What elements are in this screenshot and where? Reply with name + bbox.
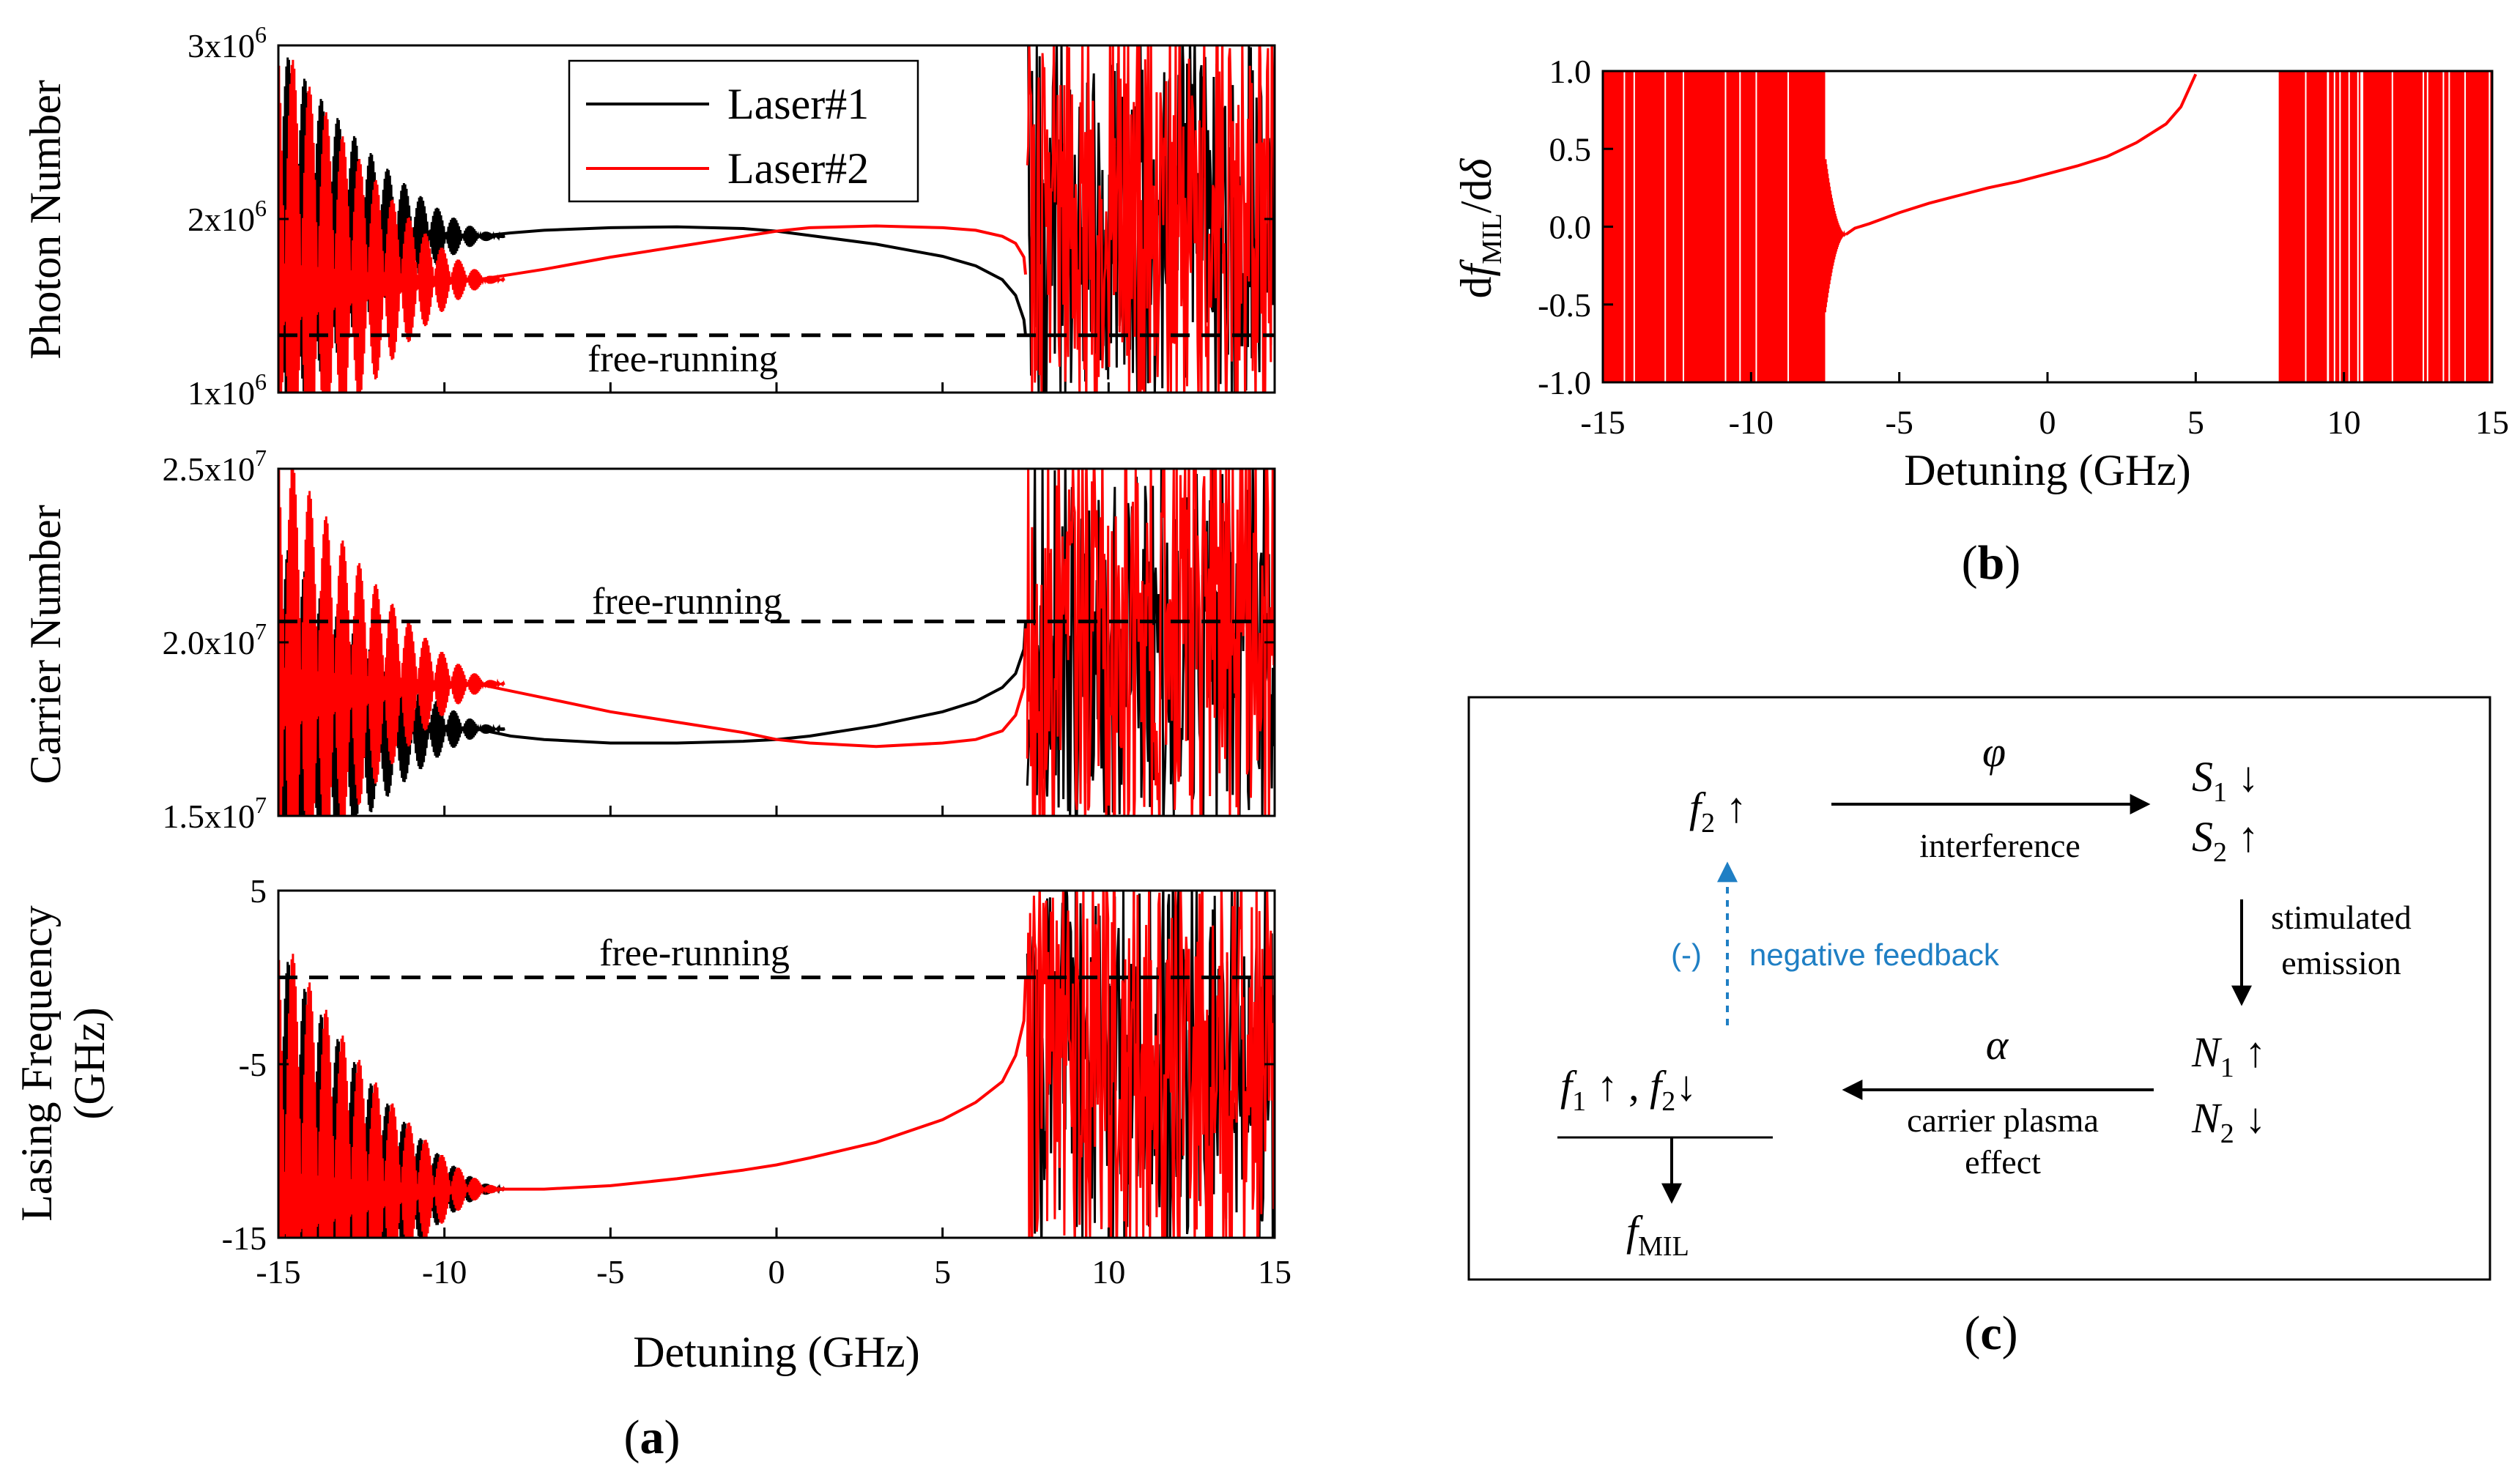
panel-b-y-ticks: 1.0 0.5 0.0 -0.5 -1.0 [1538,53,1613,401]
laser2-left-oscillation [278,954,505,1238]
laser2-right-chaos [1026,469,1275,816]
laser2-right-chaos [1026,45,1275,393]
y-tick-label: 3x106 [188,21,267,64]
panel-a: free-running 3x106 2x106 1x106 Photon Numb… [12,21,1292,1464]
node-n1-up: N1 ↑ [2191,1028,2266,1083]
x-tick-label: -15 [256,1253,300,1291]
y-tick-label: 2.0x107 [163,618,267,661]
laser2-right-chaos [1026,891,1275,1238]
photon-unstable-layer [278,45,1275,393]
carrier-free-running-label: free-running [592,581,782,623]
x-tick-label: 10 [1092,1253,1125,1291]
node-s1-down: S1 ↓ [2192,753,2259,808]
carrier-plasma-label-2: effect [1965,1143,2041,1181]
stimulated-label-2: emission [2281,944,2401,981]
node-f1-up-f2-down: f1 ↑ , f2↓ [1560,1062,1697,1117]
x-tick-label: 15 [1258,1253,1292,1291]
interference-label: interference [1919,827,2080,864]
steady-curve-1 [477,225,1027,336]
y-tick-label: 2.5x107 [163,445,267,488]
x-tick-label: 5 [934,1253,951,1291]
node-n2-down: N2 ↓ [2191,1094,2266,1149]
photon-y-ticks: 3x106 2x106 1x106 [188,21,1276,412]
photon-ylabel: Photon Number [21,80,70,360]
freq-y-ticks: 5 -5 -15 [222,872,1276,1257]
y-tick-label: 2x106 [188,195,267,238]
steady-curve-2 [477,224,1027,281]
y-tick-label: 0.0 [1549,209,1592,246]
laser2-left-oscillation [278,59,505,393]
legend-frame [568,59,919,203]
carrier-y-ticks: 2.5x107 2.0x107 1.5x107 [163,445,1276,835]
lasing-frequency-plot: free-running 5 -5 -15 Lasing Frequency (GH… [12,872,1276,1257]
y-tick-label: -15 [222,1219,267,1257]
photon-free-running-label: free-running [588,338,778,380]
freq-unstable-layer [278,891,1275,1238]
oscillation-band-1 [1603,71,1826,382]
oscillation-band-2 [2278,71,2492,382]
freq-ylabel-line1: Lasing Frequency [12,905,61,1222]
x-tick-label: -15 [1580,404,1625,441]
panel-c-diagram: f2 ↑ φ interference S1 ↓ S2 ↑ stimulated… [1467,696,2491,1360]
y-tick-label: -0.5 [1538,286,1591,324]
y-tick-label: -1.0 [1538,364,1591,401]
y-tick-label: 0.5 [1549,130,1592,168]
carrier-plasma-label-1: carrier plasma [1907,1102,2099,1139]
laser2-left-oscillation [278,469,505,816]
x-tick-label: 5 [2187,404,2204,441]
panel-a-label: (a) [624,1411,681,1464]
node-f2-up: f2 ↑ [1689,784,1747,839]
panel-b-oscillation-layer [1603,71,2492,382]
carrier-number-plot: free-running 2.5x107 2.0x107 1.5x107 Carri… [21,445,1276,835]
x-tick-label: -5 [1886,404,1913,441]
legend: Laser#1 Laser#2 [568,59,919,203]
x-tick-label: -10 [422,1253,467,1291]
panel-b-x-ticks: -15 -10 -5 0 5 10 15 [1580,372,2509,441]
steady-curve-1 [494,977,1027,1191]
panel-b-ylabel: dfMIL/dδ [1452,157,1508,298]
freq-ylabel-line2: (GHz) [65,1007,114,1119]
negative-feedback-label: negative feedback [1749,937,2000,972]
y-tick-label: -5 [239,1046,267,1083]
freq-free-running-label: free-running [599,932,790,974]
dfmil-curve [1845,73,2198,236]
phi-symbol: φ [1982,728,2006,776]
node-s2-up: S2 ↑ [2192,813,2259,868]
svg-text:dfMIL/dδ: dfMIL/dδ [1452,157,1508,298]
oscillation-tail [1824,159,1846,313]
photon-steady-layer [477,224,1027,336]
stimulated-label-1: stimulated [2271,899,2412,936]
x-tick-label: 10 [2327,404,2361,441]
negative-sign: (-) [1671,937,1702,972]
panel-b-xlabel: Detuning (GHz) [1904,446,2191,494]
y-tick-label: 5 [250,872,267,910]
photon-number-plot: free-running 3x106 2x106 1x106 Photon Numb… [21,21,1276,412]
y-tick-label: 1.0 [1549,53,1592,90]
x-tick-label: -10 [1729,404,1774,441]
carrier-ylabel: Carrier Number [21,505,70,784]
steady-curve-2 [477,628,1027,749]
x-tick-label: 15 [2475,404,2509,441]
y-tick-label: 1.5x107 [163,792,267,835]
alpha-symbol: α [1986,1021,2009,1069]
panel-c-label: (c) [1964,1307,2017,1360]
legend-label-laser1: Laser#1 [727,80,869,128]
carrier-unstable-layer [278,469,1275,816]
diagram-frame [1467,696,2491,1281]
x-tick-label: -5 [596,1253,624,1291]
x-tick-label: 0 [768,1253,785,1291]
panel-b: 1.0 0.5 0.0 -0.5 -1.0 -15 -10 -5 0 5 10 15 Detunin… [1452,53,2509,590]
legend-label-laser2: Laser#2 [727,144,869,193]
y-tick-label: 1x106 [188,368,267,412]
node-fmil: fMIL [1626,1207,1689,1262]
panel-a-xlabel: Detuning (GHz) [633,1328,920,1376]
x-tick-label: 0 [2039,404,2056,441]
panel-b-label: (b) [1962,536,2021,590]
freq-steady-layer [494,977,1027,1191]
carrier-steady-layer [477,621,1027,749]
panel-a-x-ticks: -15 -10 -5 0 5 10 15 [256,1253,1292,1291]
steady-curve-1 [477,621,1027,745]
